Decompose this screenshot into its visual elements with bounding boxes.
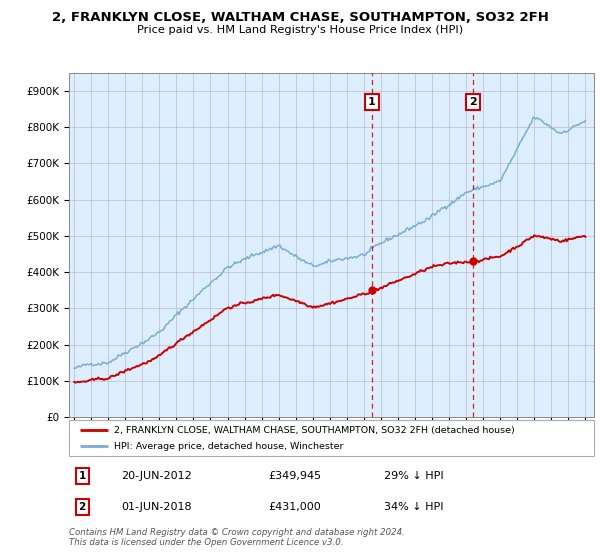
FancyBboxPatch shape — [69, 420, 594, 456]
Text: 29% ↓ HPI: 29% ↓ HPI — [384, 471, 443, 481]
Text: Contains HM Land Registry data © Crown copyright and database right 2024.: Contains HM Land Registry data © Crown c… — [69, 528, 405, 536]
Text: 20-JUN-2012: 20-JUN-2012 — [121, 471, 192, 481]
Text: 2, FRANKLYN CLOSE, WALTHAM CHASE, SOUTHAMPTON, SO32 2FH: 2, FRANKLYN CLOSE, WALTHAM CHASE, SOUTHA… — [52, 11, 548, 24]
Text: 2, FRANKLYN CLOSE, WALTHAM CHASE, SOUTHAMPTON, SO32 2FH (detached house): 2, FRANKLYN CLOSE, WALTHAM CHASE, SOUTHA… — [113, 426, 514, 435]
Text: 2: 2 — [469, 97, 477, 107]
Text: This data is licensed under the Open Government Licence v3.0.: This data is licensed under the Open Gov… — [69, 538, 343, 547]
Text: 01-JUN-2018: 01-JUN-2018 — [121, 502, 192, 512]
Text: 1: 1 — [79, 471, 86, 481]
Text: 2: 2 — [79, 502, 86, 512]
Text: 1: 1 — [368, 97, 376, 107]
Text: £349,945: £349,945 — [269, 471, 322, 481]
Text: Price paid vs. HM Land Registry's House Price Index (HPI): Price paid vs. HM Land Registry's House … — [137, 25, 463, 35]
Text: HPI: Average price, detached house, Winchester: HPI: Average price, detached house, Winc… — [113, 442, 343, 451]
Text: £431,000: £431,000 — [269, 502, 321, 512]
Text: 34% ↓ HPI: 34% ↓ HPI — [384, 502, 443, 512]
